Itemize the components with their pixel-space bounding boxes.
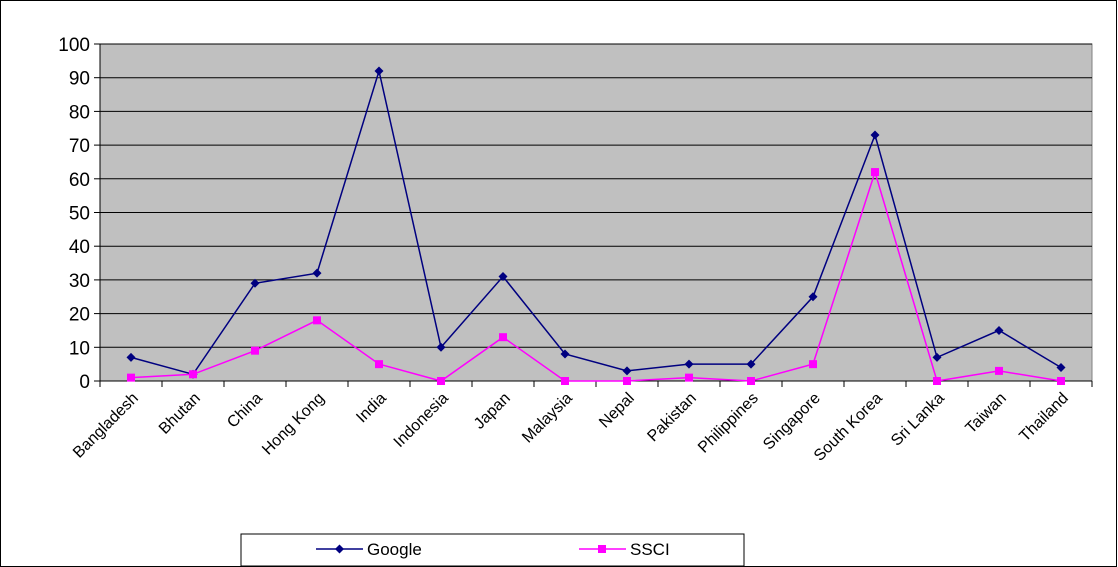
- data-point-google: [622, 366, 632, 376]
- data-point-ssci: [127, 373, 135, 382]
- data-point-google: [374, 66, 384, 76]
- data-point-google: [870, 130, 880, 140]
- y-tick-label: 70: [69, 136, 90, 157]
- data-point-ssci: [437, 377, 445, 385]
- data-point-ssci: [623, 377, 631, 385]
- data-point-google: [126, 352, 136, 362]
- y-tick-label: 50: [69, 204, 90, 225]
- y-tick-label: 60: [69, 170, 90, 191]
- data-point-google: [560, 349, 570, 359]
- data-point-google: [312, 268, 322, 278]
- data-point-google: [994, 325, 1004, 335]
- data-point-google: [808, 292, 818, 302]
- data-point-google: [932, 352, 942, 362]
- y-tick-label: 30: [69, 271, 90, 292]
- y-tick-label: 10: [69, 338, 90, 359]
- legend-box: [240, 533, 745, 567]
- data-point-ssci: [313, 316, 321, 325]
- series-line-google: [130, 68, 1062, 376]
- y-tick-label: 20: [69, 305, 90, 326]
- series-line-ssci: [130, 169, 1062, 382]
- data-point-ssci: [189, 370, 197, 379]
- data-point-ssci: [871, 168, 879, 177]
- data-point-ssci: [933, 377, 941, 385]
- y-tick-label: 0: [79, 372, 90, 393]
- data-point-google: [498, 272, 508, 282]
- data-point-ssci: [561, 377, 569, 385]
- y-tick-label: 80: [69, 102, 90, 123]
- legend-item-ssci: SSCI: [579, 540, 670, 559]
- data-point-ssci: [375, 360, 383, 369]
- y-tick-label: 40: [69, 237, 90, 258]
- data-point-ssci: [1057, 377, 1065, 385]
- data-point-ssci: [809, 360, 817, 369]
- data-point-ssci: [685, 373, 693, 382]
- diamond-marker-icon: [335, 544, 344, 554]
- y-tick-label: 100: [58, 35, 90, 56]
- grid-lines: [100, 43, 1092, 348]
- data-point-google: [250, 278, 260, 288]
- data-point-ssci: [499, 333, 507, 342]
- data-point-google: [1056, 363, 1066, 373]
- data-point-google: [746, 359, 756, 369]
- data-point-ssci: [995, 366, 1003, 375]
- data-point-ssci: [747, 377, 755, 385]
- legend: Google SSCI: [240, 533, 745, 567]
- y-axis: 0 10 20 30 40 50 60 70 80 90 100: [58, 35, 101, 393]
- legend-item-google: Google: [316, 540, 422, 559]
- data-point-google: [684, 359, 694, 369]
- legend-label-google: Google: [367, 540, 422, 559]
- data-point-ssci: [251, 346, 259, 355]
- legend-label-ssci: SSCI: [630, 540, 670, 559]
- series-layer: [126, 66, 1066, 385]
- data-point-google: [436, 342, 446, 352]
- y-tick-label: 90: [69, 69, 90, 90]
- square-marker-icon: [598, 545, 606, 553]
